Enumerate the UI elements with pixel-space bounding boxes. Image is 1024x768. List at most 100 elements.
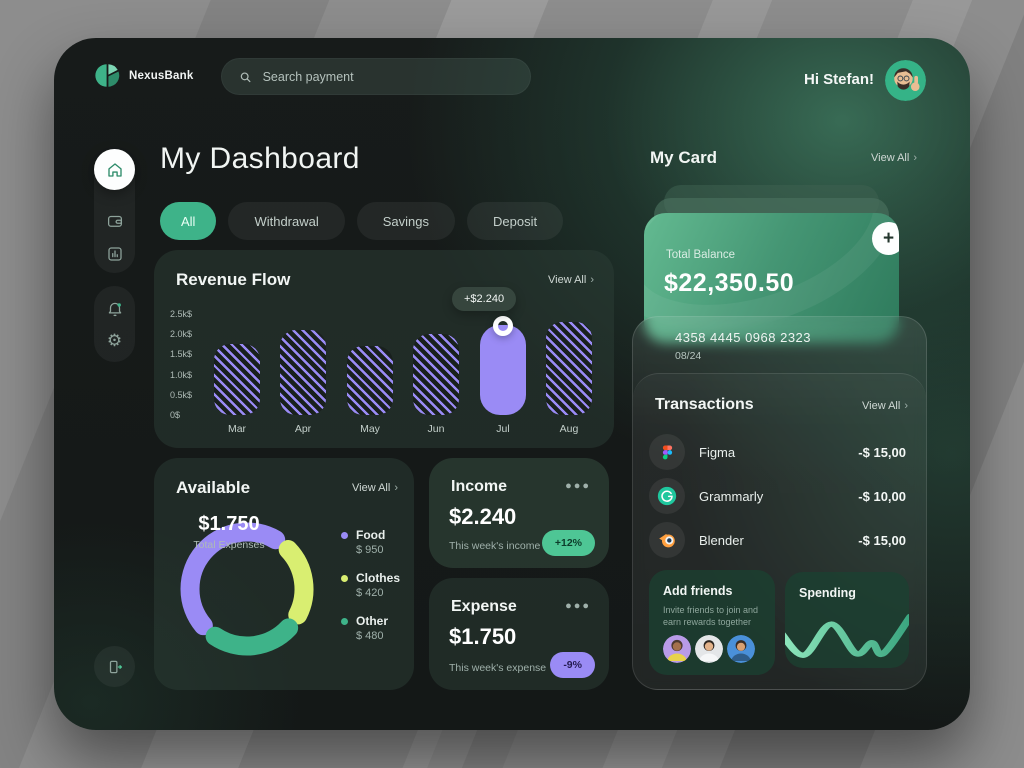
filter-tabs: All Withdrawal Savings Deposit: [160, 202, 564, 240]
blender-logo: [659, 534, 675, 548]
bar-chart-icon: [107, 247, 122, 261]
income-label: This week's income: [449, 540, 541, 552]
sidebar-item-notifications[interactable]: [94, 292, 135, 326]
tab-withdrawal[interactable]: Withdrawal: [228, 202, 345, 240]
brand-name: NexusBank: [129, 69, 194, 82]
transaction-row-blender[interactable]: Blender -$ 15,00: [649, 518, 910, 562]
expense-menu-button[interactable]: ●●●: [565, 600, 591, 612]
revenue-flow-title: Revenue Flow: [176, 270, 291, 289]
income-card: Income ●●● $2.240 This week's income +12…: [429, 458, 609, 568]
sidebar-item-home[interactable]: [94, 149, 135, 190]
add-card-button[interactable]: +: [872, 222, 899, 255]
user-avatar[interactable]: [885, 60, 926, 101]
sidebar-item-wallet[interactable]: [94, 204, 135, 238]
highlight-ring-marker: [493, 316, 513, 336]
income-menu-button[interactable]: ●●●: [565, 480, 591, 492]
transactions-view-all-link[interactable]: View All ›: [862, 400, 908, 412]
total-balance-amount: $22,350.50: [664, 269, 795, 297]
legend-name: Other: [355, 614, 388, 628]
spending-title: Spending: [799, 586, 856, 600]
transactions-list: Figma -$ 15,00 Grammarly -$ 10,00 Blende…: [649, 430, 910, 562]
friend-avatar: [727, 635, 755, 663]
total-expenses-amount: $1.750: [198, 513, 260, 535]
expense-card: Expense ●●● $1.750 This week's expense -…: [429, 578, 609, 690]
transaction-name: Grammarly: [699, 488, 764, 504]
legend-item-clothes: Clothes $ 420: [340, 571, 400, 599]
logout-icon: [109, 660, 122, 673]
friend-avatar: [663, 635, 691, 663]
memoji-avatar-icon: [885, 60, 926, 101]
legend-amount: $ 480: [355, 630, 384, 642]
my-card-view-all-link[interactable]: View All ›: [871, 152, 917, 164]
legend-dot: [340, 575, 348, 582]
spending-card[interactable]: Spending: [785, 572, 909, 668]
legend-amount: $ 950: [355, 544, 384, 556]
wallet-icon: [107, 215, 122, 227]
available-view-all-link[interactable]: View All ›: [352, 482, 398, 494]
transactions-title: Transactions: [655, 396, 754, 413]
sidebar-item-stats[interactable]: [94, 237, 135, 271]
my-card-panel: My Card View All › + Total Balance $22,35…: [632, 138, 927, 690]
revenue-bar-aug[interactable]: [546, 322, 592, 415]
x-axis-label: Jun: [427, 423, 445, 435]
card-number: 4358 4445 0968 2323: [675, 330, 812, 345]
add-friends-card[interactable]: Add friends Invite friends to join and e…: [649, 570, 775, 675]
transaction-amount: -$ 15,00: [858, 444, 906, 460]
transaction-amount: -$ 15,00: [858, 532, 906, 548]
income-amount: $2.240: [449, 504, 517, 529]
y-axis-tick: 1.5k$: [170, 349, 193, 360]
available-card: Available View All › $1.750 Total Expense…: [154, 458, 414, 690]
sidebar-item-logout[interactable]: [94, 646, 135, 687]
revenue-bar-jun[interactable]: [413, 334, 459, 415]
x-axis-label: May: [360, 423, 380, 435]
add-friends-subtitle: Invite friends to join and earn rewards …: [663, 605, 759, 628]
revenue-view-all-link[interactable]: View All ›: [548, 274, 594, 286]
legend-item-food: Food $ 950: [340, 528, 400, 556]
y-axis-tick: 0.5k$: [170, 389, 193, 400]
tab-deposit[interactable]: Deposit: [467, 202, 564, 240]
chevron-right-icon: ›: [590, 274, 594, 286]
donut-segment-other[interactable]: [205, 618, 299, 656]
revenue-bar-jul[interactable]: +$2.240: [452, 287, 526, 415]
transaction-name: Figma: [699, 444, 736, 460]
app-window: NexusBank Hi Stefan!: [54, 38, 970, 730]
transaction-row-grammarly[interactable]: Grammarly -$ 10,00: [649, 474, 910, 518]
tab-all[interactable]: All: [160, 202, 217, 240]
search-bar[interactable]: [221, 58, 531, 95]
transaction-row-figma[interactable]: Figma -$ 15,00: [649, 430, 910, 474]
pie-logo-icon: [95, 64, 120, 87]
revenue-bar-may[interactable]: [347, 346, 393, 415]
gear-icon: ⚙: [106, 330, 123, 351]
legend-amount: $ 420: [355, 587, 384, 599]
chevron-right-icon: ›: [913, 152, 917, 164]
sidebar-nav-group: [94, 149, 135, 273]
bar-tooltip: +$2.240: [452, 287, 517, 311]
transaction-icon-circle: [649, 434, 685, 470]
spending-line-chart: [785, 613, 909, 658]
revenue-bar-mar[interactable]: [214, 344, 260, 415]
grammarly-logo: [657, 486, 677, 506]
y-axis-tick: 2.5k$: [170, 309, 193, 319]
search-input[interactable]: [262, 69, 514, 84]
tab-savings[interactable]: Savings: [356, 202, 455, 240]
legend-dot: [340, 532, 348, 539]
income-change-badge: +12%: [541, 530, 595, 556]
brand-logo[interactable]: NexusBank: [94, 62, 193, 89]
donut-segment-food[interactable]: [180, 522, 286, 636]
y-axis-tick: 0$: [170, 410, 181, 420]
expense-title: Expense: [451, 598, 517, 615]
sidebar-item-settings[interactable]: ⚙: [94, 324, 135, 358]
revenue-flow-card: Revenue Flow View All › 2.5k$ 2.0k$ 1.5k$ 1.…: [154, 250, 614, 448]
revenue-bar-apr[interactable]: [280, 330, 326, 415]
x-axis-label: Mar: [227, 423, 247, 435]
legend-name: Food: [355, 528, 386, 542]
figma-logo: [662, 445, 672, 459]
x-axis-label: Jul: [496, 423, 510, 435]
legend-dot: [340, 618, 348, 625]
donut-legend: Food $ 950 Clothes $ 420 Other $ 480: [340, 528, 400, 642]
expenses-donut-chart: [172, 514, 322, 664]
legend-name: Clothes: [355, 571, 400, 585]
transaction-icon-circle: [649, 478, 685, 514]
x-axis-label: Aug: [559, 423, 579, 435]
donut-segment-clothes[interactable]: [278, 540, 314, 625]
